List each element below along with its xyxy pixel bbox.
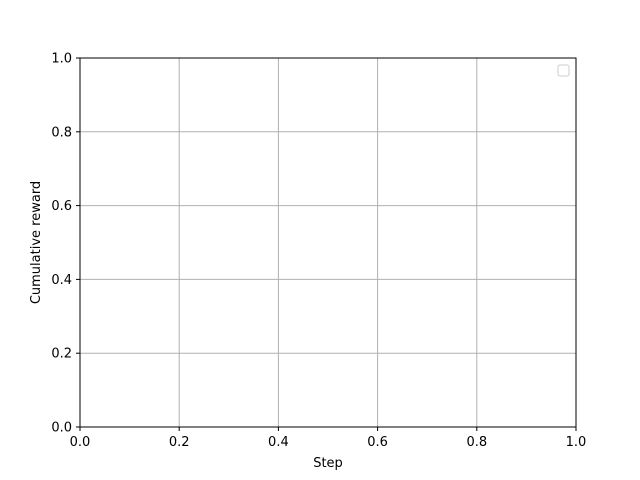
y-tick-label: 0.8: [51, 125, 72, 140]
y-axis-ticks: 0.0 0.2 0.4 0.6 0.8 1.0: [51, 52, 80, 436]
x-gridlines: [178, 58, 478, 427]
y-gridlines: [80, 131, 576, 354]
axes-frame: [79, 57, 577, 428]
x-tick-label: 0.2: [169, 435, 190, 450]
x-tick-label: 0.8: [466, 435, 487, 450]
y-tick-label: 1.0: [51, 52, 72, 67]
y-tick-label: 0.6: [51, 199, 72, 214]
plot-area: [79, 57, 577, 428]
y-axis-label: Cumulative reward: [29, 181, 44, 304]
x-tick-label: 0.4: [268, 435, 289, 450]
axes-background: [80, 58, 576, 427]
y-tick-label: 0.2: [51, 347, 72, 362]
y-tick-label: 0.4: [51, 273, 72, 288]
x-tick-label: 1.0: [566, 435, 587, 450]
x-tick-label: 0.6: [367, 435, 388, 450]
x-axis-label: Step: [313, 456, 343, 471]
legend-box: [557, 64, 570, 77]
x-tick-label: 0.0: [70, 435, 91, 450]
x-axis-ticks: 0.0 0.2 0.4 0.6 0.8 1.0: [70, 427, 587, 450]
y-tick-label: 0.0: [51, 421, 72, 436]
